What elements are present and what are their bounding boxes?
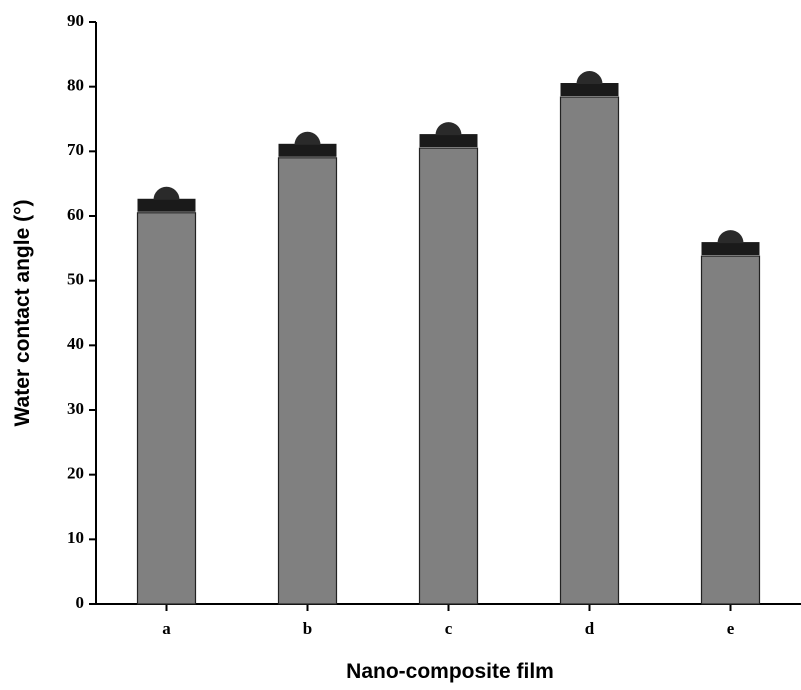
droplet bbox=[577, 71, 603, 84]
y-tick-label: 90 bbox=[67, 11, 84, 30]
droplet-substrate bbox=[561, 83, 619, 96]
y-tick-label: 40 bbox=[67, 334, 84, 353]
y-tick-label: 80 bbox=[67, 76, 84, 95]
bar bbox=[702, 256, 760, 604]
y-tick-label: 60 bbox=[67, 205, 84, 224]
y-tick-label: 30 bbox=[67, 399, 84, 418]
droplet-substrate bbox=[279, 144, 337, 157]
y-tick-label: 0 bbox=[76, 593, 85, 612]
x-tick-label: a bbox=[162, 619, 171, 638]
x-tick-label: c bbox=[445, 619, 453, 638]
x-tick-label: e bbox=[727, 619, 735, 638]
droplet-substrate bbox=[420, 134, 478, 147]
y-tick-label: 50 bbox=[67, 270, 84, 289]
y-axis-label: Water contact angle (°) bbox=[11, 200, 34, 427]
y-tick-label: 70 bbox=[67, 140, 84, 159]
bar bbox=[138, 213, 196, 604]
x-tick-label: d bbox=[585, 619, 595, 638]
bar bbox=[420, 148, 478, 604]
bar bbox=[561, 97, 619, 604]
y-tick-label: 20 bbox=[67, 464, 84, 483]
droplet-substrate bbox=[138, 199, 196, 212]
droplet bbox=[718, 230, 744, 243]
droplet bbox=[295, 132, 321, 145]
droplet bbox=[436, 122, 462, 135]
bar bbox=[279, 158, 337, 604]
droplet-substrate bbox=[702, 242, 760, 255]
x-axis-label: Nano-composite film bbox=[346, 660, 554, 683]
x-tick-label: b bbox=[303, 619, 312, 638]
chart: Nano-composite film Water contact angle … bbox=[0, 0, 801, 690]
droplet bbox=[154, 187, 180, 200]
y-tick-label: 10 bbox=[67, 528, 84, 547]
